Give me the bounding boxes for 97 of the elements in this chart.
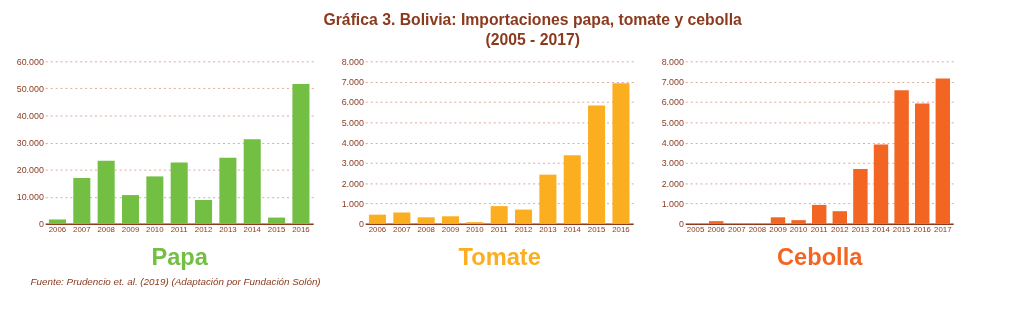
y-tick-label: 8.000 [341, 56, 364, 67]
y-tick-label: 4.000 [341, 138, 364, 149]
bar [243, 139, 261, 224]
y-tick-label: 1.000 [341, 198, 364, 209]
x-tick-label: 2009 [121, 225, 140, 235]
y-tick-label: 40.000 [16, 110, 44, 121]
x-tick-label: 2010 [789, 225, 808, 235]
bar [170, 162, 188, 224]
x-tick-label: 2014 [563, 225, 582, 235]
bar [146, 176, 164, 224]
bar [539, 174, 557, 224]
y-tick-label: 0 [358, 219, 364, 230]
text: Gráfica 3. Bolivia: Importaciones papa, tomate y cebolla [323, 10, 743, 28]
x-tick-label: 2013 [219, 225, 238, 235]
x-tick-label: 2012 [514, 225, 533, 235]
x-tick-label: 2011 [810, 225, 828, 235]
bar [588, 105, 606, 224]
bar [915, 103, 930, 224]
bar [121, 195, 140, 224]
bar [935, 78, 951, 224]
x-tick-label: 2015 [267, 225, 286, 235]
y-tick-label: 6.000 [661, 97, 684, 108]
y-tick-label: 6.000 [341, 97, 364, 108]
y-tick-label: 5.000 [341, 117, 364, 128]
bar [515, 209, 533, 224]
y-tick-label: 5.000 [661, 117, 684, 128]
x-tick-label: 2014 [872, 225, 891, 235]
x-tick-label: 2014 [243, 225, 262, 235]
bar [791, 220, 806, 224]
x-tick-label: 2008 [748, 225, 767, 235]
x-tick-label: 2013 [539, 225, 558, 235]
bar [853, 168, 868, 224]
x-tick-label: 2007 [393, 225, 411, 235]
bar [612, 83, 630, 224]
y-tick-label: 4.000 [661, 138, 684, 149]
bar [563, 155, 581, 224]
y-tick-label: 3.000 [341, 158, 364, 169]
y-tick-label: 10.000 [16, 192, 44, 203]
x-tick-label: 2016 [612, 225, 631, 235]
x-tick-label: 2008 [417, 225, 436, 235]
x-tick-label: 2011 [490, 225, 508, 235]
x-tick-label: 2013 [851, 225, 870, 235]
bar [73, 178, 91, 224]
bar [48, 219, 66, 224]
bar [219, 157, 237, 224]
bar [97, 160, 115, 224]
bar [894, 90, 909, 224]
bar [873, 144, 889, 224]
bar [195, 199, 213, 224]
y-tick-label: 60.000 [16, 56, 44, 67]
y-tick-label: 2.000 [661, 178, 684, 189]
x-tick-label: 2009 [769, 225, 787, 235]
x-tick-label: 2010 [146, 225, 165, 235]
bar [832, 211, 848, 224]
bar [417, 217, 435, 224]
y-tick-label: 7.000 [341, 77, 364, 88]
x-tick-label: 2012 [831, 225, 849, 235]
bar [393, 212, 411, 224]
bar [441, 216, 460, 224]
bar [490, 206, 508, 224]
bar [770, 217, 786, 224]
y-tick-label: 2.000 [341, 178, 364, 189]
x-tick-label: 2006 [368, 225, 387, 235]
y-tick-label: 0 [38, 219, 44, 230]
x-tick-label: 2012 [194, 225, 213, 235]
x-tick-label: 2006 [707, 225, 726, 235]
x-tick-label: 2007 [73, 225, 91, 235]
bar [292, 84, 310, 224]
y-tick-label: 1.000 [661, 198, 684, 209]
bar [708, 221, 724, 224]
y-tick-label: 3.000 [661, 158, 684, 169]
x-axis-title: Tomate [458, 243, 541, 270]
x-tick-label: 2017 [934, 225, 952, 235]
x-tick-label: 2007 [728, 225, 746, 235]
x-tick-label: 2005 [686, 225, 705, 235]
x-tick-label: 2015 [587, 225, 606, 235]
x-tick-label: 2008 [97, 225, 116, 235]
x-tick-label: 2011 [170, 225, 188, 235]
y-tick-label: 20.000 [16, 165, 44, 176]
bar [268, 217, 286, 224]
bar [811, 204, 827, 224]
source-note: Fuente: Prudencio et. al. (2019) (Adaptación por Fundación Solón) [30, 275, 321, 287]
y-tick-label: 0 [678, 219, 684, 230]
x-tick-label: 2016 [913, 225, 932, 235]
x-tick-label: 2010 [466, 225, 485, 235]
x-tick-label: 2006 [48, 225, 67, 235]
y-tick-label: 8.000 [661, 56, 684, 67]
x-tick-label: 2015 [892, 225, 911, 235]
y-tick-label: 30.000 [16, 138, 44, 149]
text: (2005 - 2017) [485, 30, 580, 48]
y-tick-label: 7.000 [661, 77, 684, 88]
x-axis-title: Cebolla [777, 243, 864, 270]
x-axis-title: Papa [151, 243, 209, 270]
x-tick-label: 2016 [292, 225, 311, 235]
x-tick-label: 2009 [441, 225, 460, 235]
y-tick-label: 50.000 [16, 83, 44, 94]
bar [368, 214, 386, 224]
